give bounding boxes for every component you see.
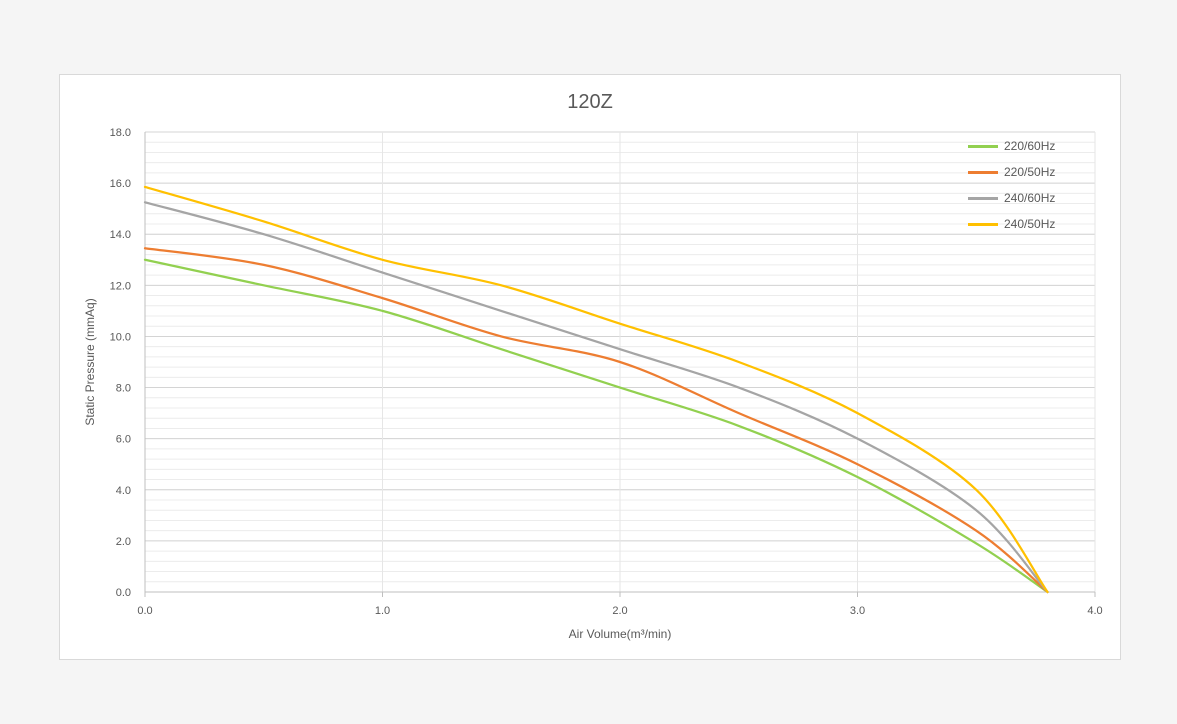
legend-swatch: [968, 170, 998, 174]
legend-item: 240/60Hz: [968, 185, 1080, 211]
y-tick-label: 2.0: [116, 536, 131, 548]
legend-item: 240/50Hz: [968, 211, 1080, 237]
series-line-2: [143, 201, 1049, 594]
legend-swatch: [968, 222, 998, 226]
y-tick-label: 0.0: [116, 587, 131, 599]
x-tick-label: 2.0: [612, 605, 627, 617]
x-tick-label: 3.0: [850, 605, 865, 617]
series-line-3: [143, 185, 1049, 594]
y-tick-label: 10.0: [110, 331, 131, 343]
y-tick-label: 12.0: [110, 280, 131, 292]
x-tick-label: 0.0: [137, 605, 152, 617]
y-tick-label: 18.0: [110, 127, 131, 139]
chart-panel: 120Z 0.0 2.0 4.0 6.0 8.0 10.0 12.0 14.0 16.0 18.0…: [59, 74, 1121, 660]
line-chart: 0.0 2.0 4.0 6.0 8.0 10.0 12.0 14.0 16.0 18.0 0.0 1.…: [83, 127, 1103, 641]
x-axis-label: Air Volume(m³/min): [569, 627, 672, 641]
x-tick-label: 4.0: [1087, 605, 1102, 617]
legend-swatch: [968, 196, 998, 200]
chart-legend: 220/60Hz 220/50Hz 240/60Hz 240/50Hz: [968, 133, 1080, 237]
series-line-0: [143, 258, 1049, 594]
chart-title: 120Z: [567, 91, 613, 113]
y-axis-label: Static Pressure (mmAq): [83, 298, 97, 425]
legend-item: 220/50Hz: [968, 159, 1080, 185]
y-tick-label: 16.0: [110, 178, 131, 190]
y-tick-label: 8.0: [116, 383, 131, 395]
legend-label: 220/60Hz: [1004, 139, 1056, 153]
legend-label: 240/60Hz: [1004, 191, 1056, 205]
x-tick-label: 1.0: [375, 605, 390, 617]
y-tick-label: 14.0: [110, 229, 131, 241]
legend-label: 240/50Hz: [1004, 217, 1056, 231]
y-tick-label: 4.0: [116, 485, 131, 497]
legend-swatch: [968, 144, 998, 148]
series-line-1: [143, 247, 1049, 594]
legend-item: 220/60Hz: [968, 133, 1080, 159]
y-tick-label: 6.0: [116, 434, 131, 446]
legend-label: 220/50Hz: [1004, 165, 1056, 179]
